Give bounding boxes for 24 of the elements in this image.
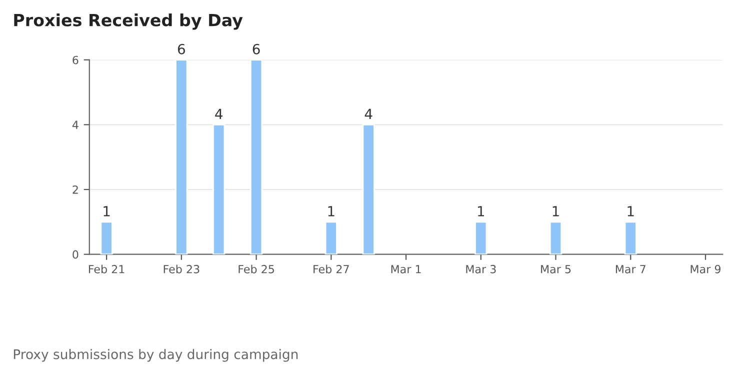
x-tick-label: Mar 9	[690, 264, 720, 274]
data-label: 4	[364, 108, 372, 119]
data-label: 1	[552, 206, 559, 216]
x-tick-label: Mar 7	[616, 265, 646, 274]
data-label: 1	[104, 206, 110, 216]
x-tick-label: Mar 5	[541, 265, 571, 274]
data-label: 6	[178, 44, 185, 54]
y-tick-label: 2	[72, 185, 78, 194]
data-label: 1	[328, 206, 334, 216]
chart-title: Proxies Received by Day	[14, 14, 243, 30]
data-label: 1	[478, 206, 484, 216]
y-tick-label: 0	[72, 250, 78, 259]
text: Proxy submissions by day during campaign	[14, 349, 298, 362]
data-label: 1	[628, 206, 634, 216]
x-tick-label: Feb 27	[314, 264, 349, 274]
x-tick-label: Feb 25	[238, 264, 274, 274]
x-tick-label: Feb 21	[88, 264, 124, 274]
y-tick-label: 4	[72, 120, 78, 129]
data-label: 4	[215, 108, 222, 119]
data-label: 6	[252, 44, 260, 54]
y-tick-label: 6	[72, 56, 78, 64]
x-tick-label: Mar 1	[391, 265, 421, 274]
x-tick-label: Mar 3	[466, 264, 496, 274]
x-tick-label: Feb 23	[164, 264, 200, 274]
